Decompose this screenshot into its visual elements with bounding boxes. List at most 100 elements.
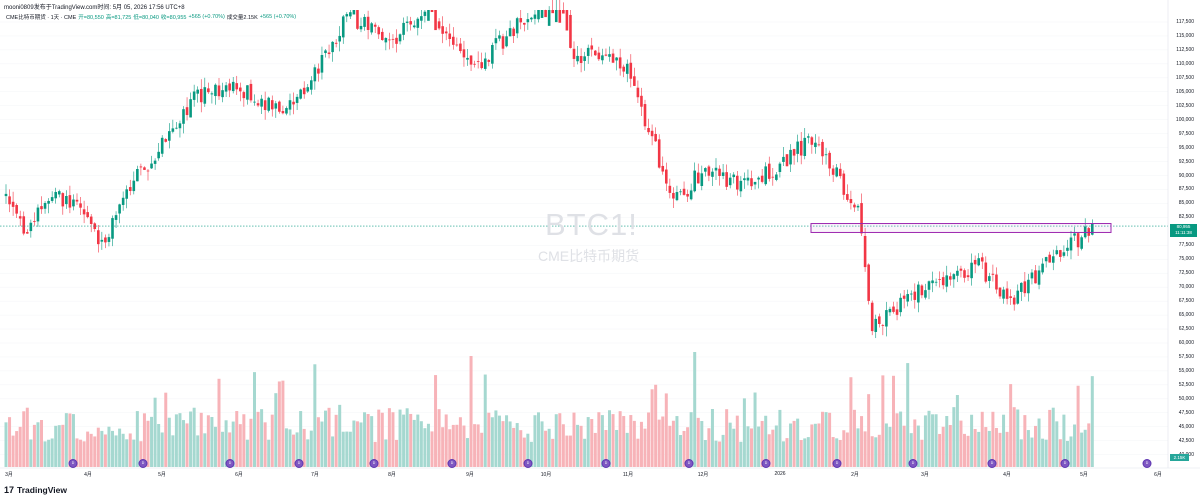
dividend-event-icon[interactable]: D	[1060, 459, 1070, 468]
date-tick: 6月	[1154, 472, 1162, 478]
price-tick: 100,000	[1175, 116, 1194, 123]
volume-bar	[810, 424, 814, 467]
volume-bar	[828, 412, 832, 467]
dividend-event-icon[interactable]: D	[138, 459, 148, 468]
price-tick: 95,000	[1178, 144, 1194, 151]
volume-bar	[1048, 409, 1052, 467]
candle-body	[199, 88, 203, 103]
dividend-event-icon[interactable]: D	[294, 459, 304, 468]
volume-bar	[998, 432, 1002, 467]
highlight-rectangle[interactable]	[810, 223, 1112, 233]
volume-bar	[288, 429, 292, 467]
candle-body	[615, 57, 618, 61]
candle-body	[501, 36, 505, 49]
volume-bar	[902, 425, 906, 467]
dividend-event-icon[interactable]: D	[447, 459, 457, 468]
volume-bar	[980, 411, 984, 467]
candle-body	[640, 95, 643, 107]
volume-bar	[952, 407, 956, 467]
candle-body	[899, 297, 902, 313]
candle-body	[988, 276, 991, 281]
volume-bar	[561, 424, 565, 467]
candle-body	[799, 140, 803, 156]
dividend-event-icon[interactable]: D	[908, 459, 918, 468]
volume-bar	[884, 423, 888, 467]
price-tick: 117,500	[1176, 19, 1194, 25]
candle-body	[778, 163, 782, 173]
candle-body	[111, 218, 114, 239]
volume-bar	[103, 434, 107, 467]
volume-bar	[785, 438, 789, 467]
volume-bar	[153, 397, 157, 467]
candle-body	[249, 83, 253, 101]
volume-bar	[253, 372, 256, 467]
volume-bar	[377, 409, 381, 467]
candle-body	[427, 10, 430, 21]
candle-body	[306, 87, 310, 92]
volume-bar	[600, 415, 604, 467]
dividend-event-icon[interactable]: D	[832, 459, 842, 468]
candle-body	[260, 98, 263, 107]
candle-body	[533, 14, 537, 19]
volume-bar	[923, 415, 927, 467]
candle-body	[540, 10, 544, 18]
dividend-event-icon[interactable]: D	[761, 459, 771, 468]
tradingview-logo[interactable]: 17 TradingView	[4, 485, 67, 495]
dividend-event-icon[interactable]: D	[987, 459, 997, 468]
dividend-event-icon[interactable]: D	[684, 459, 694, 468]
volume-bar	[615, 429, 619, 467]
volume-bar	[348, 431, 352, 467]
volume-bar	[551, 438, 555, 467]
volume-bar	[700, 421, 704, 467]
volume-bar	[742, 398, 746, 467]
volume-bar	[64, 413, 68, 467]
volume-bar	[373, 441, 377, 467]
candle-body	[1005, 288, 1009, 299]
volume-bar	[391, 412, 395, 467]
volume-bar	[270, 414, 274, 467]
price-tick: 65,000	[1178, 312, 1194, 319]
candle-body	[68, 195, 72, 208]
date-tick: 5月	[1080, 472, 1088, 478]
price-tick: 45,000	[1178, 423, 1194, 430]
legend-symbol[interactable]: CME比特币期货 · 1天 · CME	[6, 15, 77, 21]
price-tick: 47,500	[1178, 409, 1194, 416]
candle-body	[235, 83, 239, 90]
candle-body	[114, 215, 118, 220]
dividend-event-icon[interactable]: D	[1142, 459, 1152, 468]
volume-bar	[22, 411, 26, 467]
volume-bar	[82, 441, 86, 467]
candle-body	[18, 216, 22, 219]
volume-bar	[11, 435, 15, 467]
dividend-event-icon[interactable]: D	[225, 459, 235, 468]
volume-bar	[426, 423, 430, 467]
volume-bar	[40, 420, 43, 467]
candle-body	[963, 270, 966, 278]
candle-body	[253, 101, 256, 103]
volume-bar	[338, 404, 342, 467]
candle-body	[93, 223, 97, 230]
volume-bar	[1065, 440, 1069, 467]
last-price-value: 80,955	[1176, 224, 1191, 229]
date-tick: 3月	[921, 472, 929, 478]
dividend-event-icon[interactable]: D	[68, 459, 78, 468]
volume-bar	[927, 410, 931, 467]
date-tick: 10月	[540, 472, 552, 478]
price-tick: 77,500	[1178, 242, 1194, 249]
dividend-event-icon[interactable]: D	[369, 459, 379, 468]
candle-body	[590, 45, 594, 50]
price-tick: 82,500	[1178, 214, 1194, 221]
dividend-event-icon[interactable]: D	[601, 459, 611, 468]
candle-body	[856, 205, 860, 208]
candle-body	[750, 178, 753, 187]
candle-body	[764, 166, 767, 185]
dividend-event-icon[interactable]: D	[523, 459, 533, 468]
candle-body	[906, 294, 909, 302]
volume-bar	[714, 440, 718, 467]
candle-body	[565, 10, 569, 31]
candle-body	[366, 16, 370, 30]
candle-body	[104, 237, 107, 243]
candle-body	[821, 141, 824, 157]
volume-bar	[512, 427, 516, 467]
